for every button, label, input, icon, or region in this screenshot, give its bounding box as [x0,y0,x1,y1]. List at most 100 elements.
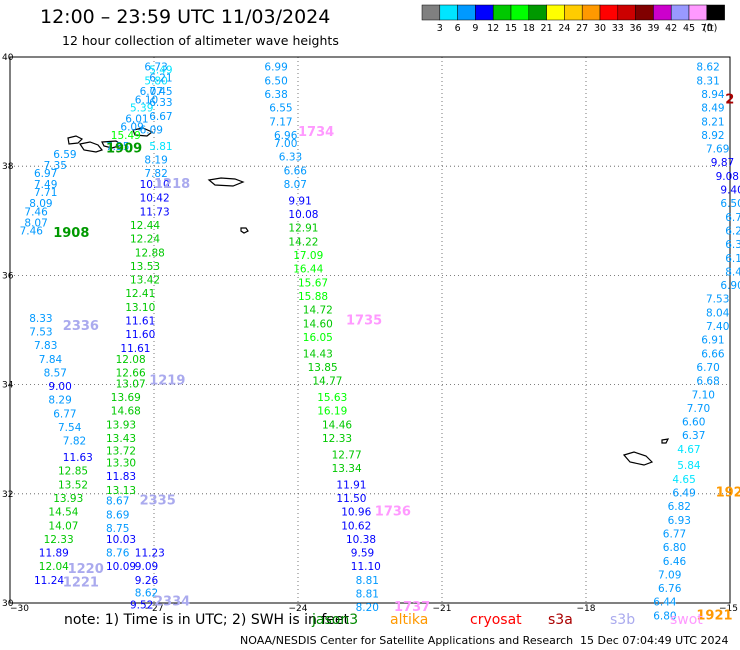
wave-height-label: 9.59 [351,548,374,560]
wave-height-label: 10.38 [346,534,376,546]
colorbar-tick-label: 18 [523,23,535,34]
wave-height-label: 6.33 [149,97,172,109]
wave-height-label: 14.07 [48,520,78,532]
island-outline [67,135,84,145]
wave-height-label: 8.57 [44,367,67,379]
satellite-legend-item: cryosat [470,612,522,628]
satellite-legend-item: s3b [610,612,636,628]
wave-height-label: 14.68 [111,406,141,418]
wave-height-label: 13.93 [106,419,136,431]
wave-height-label: 8.07 [24,217,47,229]
wave-height-label: 5.39 [130,103,153,115]
wave-height-label: 6.91 [701,335,724,347]
island-outline [207,177,245,187]
track-time-label: 2 [725,92,734,107]
wave-height-label: 7.54 [58,422,82,434]
lon-tick-label: −30 [10,604,29,614]
wave-height-label: 6.60 [682,417,705,429]
wave-height-label: 13.93 [53,493,83,505]
wave-height-label: 14.22 [288,236,318,248]
track-time-label: 2335 [140,494,176,509]
colorbar-tick-label: 9 [472,23,478,34]
wave-height-label: 13.30 [106,458,136,470]
wave-height-label: 9.87 [711,157,734,169]
wave-height-label: 9.26 [135,575,159,587]
wave-height-label: 9.00 [48,381,71,393]
wave-height-label: 8.62 [135,587,158,599]
wave-height-label: 12.77 [332,449,362,461]
lat-tick-label: 32 [2,490,13,500]
wave-height-label: 6.50 [720,198,740,210]
lon-tick-label: −21 [433,604,452,614]
colorbar-swatch [706,4,725,21]
wave-height-label: 11.60 [125,329,155,341]
wave-height-label: 13.43 [106,433,136,445]
wave-height-label: 8.75 [106,523,129,535]
colorbar-tick-label: 21 [541,23,553,34]
wave-height-label: 8.67 [106,496,129,508]
satellite-legend-item: swot [670,612,703,628]
wave-height-label: 8.31 [696,75,719,87]
wave-height-label: 8.94 [701,89,725,101]
wave-height-label: 13.10 [125,302,155,314]
wave-height-label: 11.73 [140,206,170,218]
colorbar-tick-label: 36 [630,23,642,34]
wave-height-label: 11.83 [106,471,136,483]
colorbar-tick-label: 30 [594,23,606,34]
track-time-label: 1909 [106,142,142,157]
track-time-label: 1220 [68,562,104,577]
wave-height-label: 9.91 [288,195,311,207]
wave-height-label: 5.49 [149,64,172,76]
lon-tick-label: −18 [577,604,596,614]
wave-height-label: 10.10 [140,179,170,191]
wave-height-label: 6.70 [725,212,740,224]
wave-height-label: 6.77 [53,408,76,420]
wave-height-label: 6.97 [34,168,57,180]
footer-credit: NOAA/NESDIS Center for Satellite Applica… [240,634,574,647]
track-time-label: 1920 [716,486,740,501]
wave-height-label: 6.07 [140,86,163,98]
wave-height-label: 14.72 [303,305,333,317]
wave-height-label: 6.99 [264,62,287,74]
wave-height-label: 8.92 [701,130,724,142]
wave-height-label: 15.49 [111,130,141,142]
wave-height-label: 6.90 [720,280,740,292]
wave-height-label: 6.38 [264,89,287,101]
wave-height-label: 6.46 [663,556,687,568]
colorbar-tick-label: 3 [437,23,443,34]
wave-height-label: 7.70 [687,403,710,415]
island-outline [622,451,654,466]
wave-height-label: 7.84 [39,354,63,366]
wave-height-label: 8.07 [284,179,307,191]
wave-height-label: 8.49 [701,103,724,115]
wave-height-label: 8.09 [29,198,52,210]
wave-height-label: 7.46 [20,225,44,237]
colorbar-tick-label: 42 [665,23,677,34]
wave-height-label: 10.08 [288,209,318,221]
wave-height-label: 6.73 [144,62,167,74]
track-time-label: 1735 [346,314,382,329]
lat-tick-label: 36 [2,271,14,281]
wave-height-label: 12.04 [39,561,69,573]
wave-height-label: 6.09 [120,122,143,134]
wave-height-label: 6.37 [682,430,705,442]
colorbar: 3 6 9 12 15 18 21 24 27 30 33 36 39 42 45 70(ft) [421,4,725,34]
footer-note: note: 1) Time is in UTC; 2) SWH is in fe… [64,612,350,628]
wave-height-label: 13.07 [116,378,146,390]
wave-height-label: 13.34 [332,463,362,475]
wave-height-label: 7.46 [24,206,48,218]
wave-height-label: 6.77 [663,528,686,540]
wave-height-label: 12.08 [116,354,146,366]
colorbar-tick-label: 39 [647,23,659,34]
track-time-label: 1219 [149,374,185,389]
wave-height-label: 4.65 [672,474,695,486]
wave-height-label: 8.19 [144,154,167,166]
wave-height-label: 14.60 [303,318,333,330]
wave-height-label: 9.08 [716,171,739,183]
wave-height-label: 8.62 [696,62,719,74]
island-outline [132,127,154,137]
track-time-label: 1921 [696,608,732,623]
satellite-legend-item: altika [390,612,429,628]
wave-height-label: 11.63 [63,452,93,464]
wave-height-label: 13.53 [130,261,160,273]
